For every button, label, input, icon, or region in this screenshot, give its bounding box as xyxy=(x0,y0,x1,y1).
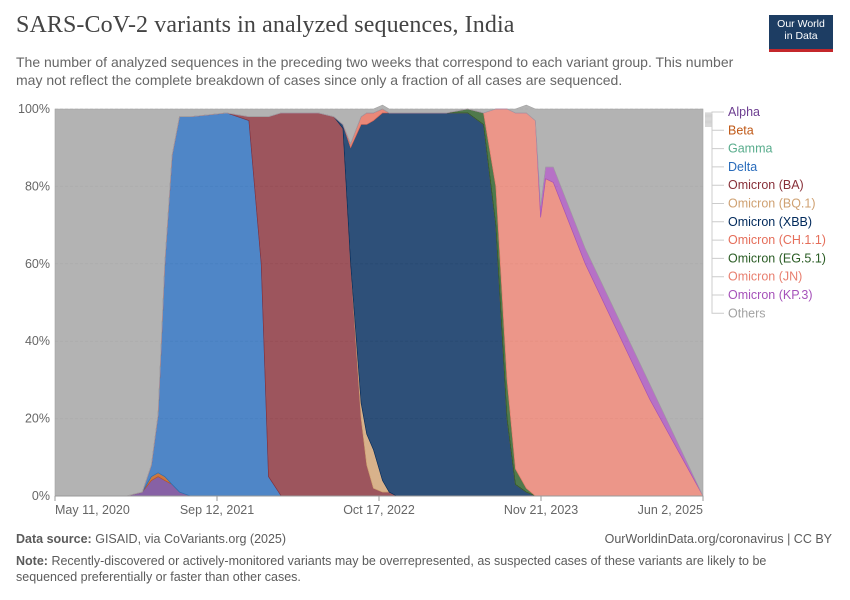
logo-line-1: Our World xyxy=(777,18,825,30)
logo-line-2: in Data xyxy=(784,30,818,42)
area-omicron-bq-1[interactable] xyxy=(55,112,703,497)
legend-leader-line xyxy=(705,124,724,296)
area-delta[interactable] xyxy=(55,112,703,497)
legend-leader-line xyxy=(705,118,724,204)
y-tick-label: 40% xyxy=(25,334,50,348)
chart-subtitle: The number of analyzed sequences in the … xyxy=(16,54,734,88)
axes: 0% 20% 40% 60% 80% 100% May 11, 2020 Sep 12, 20… xyxy=(18,102,704,517)
legend-item-delta[interactable]: Delta xyxy=(728,160,757,174)
area-alpha[interactable] xyxy=(55,476,703,497)
gridlines xyxy=(55,108,703,497)
legend-leader-line xyxy=(705,125,724,314)
legend-leader-line xyxy=(705,117,724,186)
source-label: Data source: xyxy=(16,532,92,546)
legend-leader-line xyxy=(705,111,724,114)
legend-item-beta[interactable]: Beta xyxy=(728,123,754,137)
area-omicron-jn[interactable] xyxy=(55,108,704,497)
area-omicron-ba[interactable] xyxy=(55,112,703,497)
y-tick-label: 20% xyxy=(25,412,50,426)
legend-leader-line xyxy=(705,123,724,278)
area-gamma[interactable] xyxy=(55,472,703,497)
source-text[interactable]: GISAID, via CoVariants.org (2025) xyxy=(95,532,287,546)
area-beta[interactable] xyxy=(55,472,703,497)
note-text: Recently-discovered or actively-monitore… xyxy=(16,554,767,584)
legend-item-omicron-bq-1[interactable]: Omicron (BQ.1) xyxy=(728,197,816,211)
area-omicron-xbb[interactable] xyxy=(55,112,703,497)
area-omicron-ch-1-1[interactable] xyxy=(55,108,703,497)
area-omicron-kp-3[interactable] xyxy=(55,108,704,497)
x-tick-label: Sep 12, 2021 xyxy=(180,503,254,517)
legend-leader-line xyxy=(705,116,724,168)
legend-leader-line xyxy=(705,114,724,150)
legend-leader-line xyxy=(705,119,724,223)
owid-logo[interactable]: Our World in Data xyxy=(769,15,833,52)
area-others[interactable] xyxy=(54,104,704,497)
y-tick-label: 0% xyxy=(32,489,50,503)
legend-item-omicron-kp-3[interactable]: Omicron (KP.3) xyxy=(728,288,813,302)
legend-item-omicron-ch-1-1[interactable]: Omicron (CH.1.1) xyxy=(728,233,826,247)
legend-item-gamma[interactable]: Gamma xyxy=(728,142,773,156)
area-series-group xyxy=(54,104,704,497)
y-tick-label: 80% xyxy=(25,179,50,193)
legend-item-omicron-eg-5-1[interactable]: Omicron (EG.5.1) xyxy=(728,251,826,265)
legend: Alpha Beta Gamma Delta Omicron (BA) Omicron (… xyxy=(705,105,826,320)
legend-item-omicron-xbb[interactable]: Omicron (XBB) xyxy=(728,215,812,229)
data-source: Data source: GISAID, via CoVariants.org … xyxy=(16,532,286,546)
y-tick-label: 100% xyxy=(18,102,50,116)
y-tick-label: 60% xyxy=(25,257,50,271)
footnote: Note: Recently-discovered or actively-mo… xyxy=(16,553,806,585)
x-tick-label: Oct 17, 2022 xyxy=(343,503,415,517)
note-label: Note: xyxy=(16,554,48,568)
legend-item-others[interactable]: Others xyxy=(728,306,766,320)
x-tick-label: May 11, 2020 xyxy=(55,503,130,517)
legend-item-omicron-ba[interactable]: Omicron (BA) xyxy=(728,178,804,192)
legend-leader-line xyxy=(705,122,724,259)
legend-item-alpha[interactable]: Alpha xyxy=(728,105,760,119)
chart-title: SARS-CoV-2 variants in analyzed sequence… xyxy=(16,12,515,38)
x-tick-label: Nov 21, 2023 xyxy=(504,503,578,517)
source-url[interactable]: OurWorldinData.org/coronavirus | CC BY xyxy=(604,532,832,546)
legend-leader-line xyxy=(705,120,724,241)
area-omicron-eg-5-1[interactable] xyxy=(55,108,703,497)
legend-leader-line xyxy=(705,113,724,131)
x-tick-label: Jun 2, 2025 xyxy=(638,503,703,517)
legend-item-omicron-jn[interactable]: Omicron (JN) xyxy=(728,270,802,284)
